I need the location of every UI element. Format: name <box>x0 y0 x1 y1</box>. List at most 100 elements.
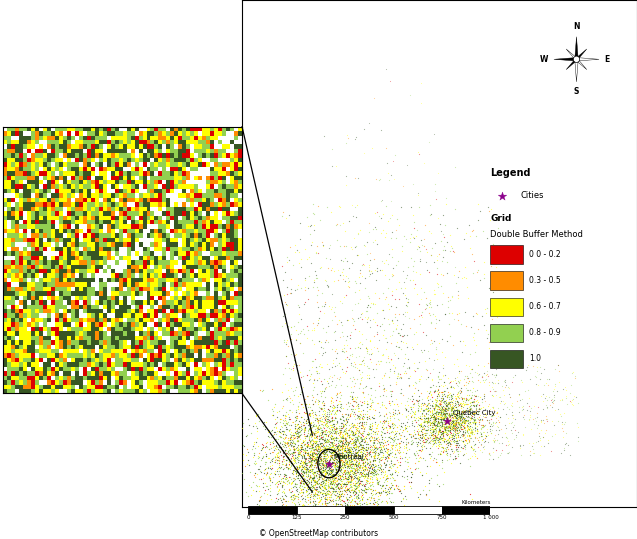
Bar <box>15 305 19 309</box>
Point <box>314 474 324 483</box>
Point <box>317 427 327 436</box>
Bar <box>39 340 43 344</box>
Point <box>311 438 321 446</box>
Bar <box>238 140 242 144</box>
Point <box>294 464 304 473</box>
Point <box>395 505 405 513</box>
Bar <box>155 282 159 287</box>
Point <box>257 385 268 394</box>
Point <box>462 426 473 434</box>
Point <box>273 448 283 457</box>
Bar <box>203 278 206 282</box>
Bar <box>139 300 143 305</box>
Point <box>435 440 445 449</box>
Point <box>447 292 457 300</box>
Point <box>411 522 421 531</box>
Point <box>304 424 314 432</box>
Polygon shape <box>575 59 578 82</box>
Bar <box>51 198 55 202</box>
Point <box>392 482 403 490</box>
Point <box>330 488 340 496</box>
Point <box>347 458 357 466</box>
Point <box>338 422 348 431</box>
Point <box>280 433 290 442</box>
Point <box>340 517 350 526</box>
Point <box>357 445 368 453</box>
Point <box>352 400 362 409</box>
Point <box>315 360 325 369</box>
Point <box>458 413 468 422</box>
Point <box>335 472 345 481</box>
Bar <box>43 331 47 336</box>
Point <box>306 259 316 267</box>
Point <box>268 453 278 462</box>
Bar <box>122 362 127 367</box>
Point <box>358 458 368 466</box>
Point <box>479 441 489 450</box>
Point <box>347 459 357 468</box>
Point <box>304 450 315 458</box>
Point <box>447 411 457 419</box>
Point <box>326 446 336 455</box>
Point <box>380 486 390 494</box>
Point <box>306 492 316 501</box>
Point <box>329 439 339 448</box>
Point <box>319 484 329 493</box>
Point <box>294 259 304 267</box>
Point <box>290 445 300 453</box>
Point <box>355 478 365 487</box>
Point <box>278 487 288 495</box>
Point <box>292 432 303 441</box>
Bar <box>175 158 178 162</box>
Point <box>427 413 437 421</box>
Point <box>398 426 408 435</box>
Point <box>286 457 296 465</box>
Point <box>341 241 351 250</box>
Point <box>391 380 401 389</box>
Bar <box>178 273 182 278</box>
Point <box>339 461 349 469</box>
Bar <box>11 380 15 385</box>
Point <box>379 440 389 449</box>
Point <box>389 413 399 422</box>
Bar <box>67 322 71 327</box>
Bar <box>39 144 43 149</box>
Point <box>474 370 484 379</box>
Point <box>325 495 335 504</box>
Point <box>362 307 373 316</box>
Point <box>352 500 362 508</box>
Point <box>375 455 385 464</box>
Bar <box>230 380 234 385</box>
Point <box>319 436 329 444</box>
Point <box>335 451 345 460</box>
Bar <box>194 380 198 385</box>
Point <box>469 401 479 410</box>
Point <box>445 427 455 436</box>
Bar <box>155 158 159 162</box>
Point <box>274 512 284 520</box>
Point <box>300 436 310 444</box>
Point <box>445 438 455 447</box>
Point <box>364 514 375 523</box>
Point <box>318 481 329 489</box>
Bar <box>214 176 218 180</box>
Point <box>269 503 279 512</box>
Point <box>314 336 324 345</box>
Bar <box>95 340 99 344</box>
Point <box>324 459 334 467</box>
Point <box>436 421 447 430</box>
Point <box>426 452 436 460</box>
Point <box>301 478 311 487</box>
Point <box>347 435 357 444</box>
Point <box>327 425 337 433</box>
Point <box>277 276 287 285</box>
Point <box>313 460 324 468</box>
Point <box>311 451 322 460</box>
Bar <box>87 229 90 233</box>
Point <box>333 509 343 518</box>
Point <box>238 450 248 458</box>
Point <box>365 482 375 490</box>
Point <box>315 488 325 497</box>
Point <box>448 420 458 429</box>
Point <box>278 441 288 450</box>
